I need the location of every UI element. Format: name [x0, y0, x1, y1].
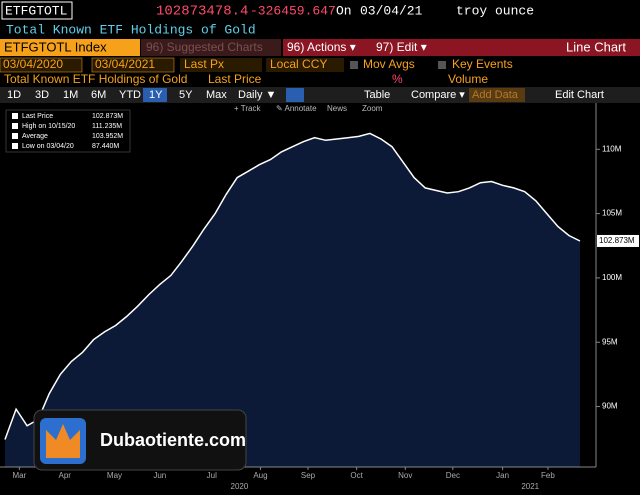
key-events[interactable]: Key Events — [452, 57, 513, 71]
add-data-box[interactable] — [469, 88, 525, 102]
legend-label: Low on 03/04/20 — [22, 143, 74, 150]
x-tick-label: Aug — [253, 471, 267, 480]
legend-label: Average — [22, 133, 48, 140]
chart-kind: Line Chart — [566, 39, 626, 54]
date: 03/04/21 — [360, 3, 423, 18]
field-box[interactable] — [180, 58, 262, 72]
end-box[interactable] — [91, 57, 175, 73]
volume: Volume — [448, 72, 488, 86]
change: -326459.647 — [250, 3, 336, 18]
tool[interactable]: ✎ Annotate — [276, 104, 317, 113]
legend-value: 111.235M — [92, 123, 122, 130]
y-tick-label: 110M — [602, 144, 622, 153]
year-label: 2020 — [231, 482, 249, 491]
x-tick-label: Jan — [496, 471, 509, 480]
y-tick-label: 100M — [602, 273, 622, 282]
currency[interactable]: Local CCY — [270, 57, 327, 71]
y-tick-label: 90M — [602, 402, 618, 411]
series-title: Total Known ETF Holdings of Gold — [4, 72, 187, 86]
watermark: Dubaotiente.com — [100, 430, 246, 450]
checkbox[interactable] — [438, 61, 446, 69]
suggested-box[interactable] — [141, 39, 281, 56]
x-tick-label: Oct — [350, 471, 363, 480]
edit-chart[interactable]: Edit Chart — [555, 89, 604, 101]
period[interactable]: 6M — [91, 89, 106, 101]
actions[interactable]: 96) Actions ▾ — [287, 40, 356, 54]
legend-swatch — [12, 123, 18, 129]
compare[interactable]: Compare ▾ — [411, 89, 465, 101]
table[interactable]: Table — [364, 89, 390, 101]
period[interactable]: 1D — [7, 89, 21, 101]
pct: % — [392, 72, 403, 86]
tool[interactable]: Zoom — [362, 104, 383, 113]
legend-label: High on 10/15/20 — [22, 123, 75, 130]
period[interactable]: 1M — [63, 89, 78, 101]
description: Total Known ETF Holdings of Gold — [6, 22, 256, 37]
unit: troy ounce — [456, 3, 534, 18]
edit[interactable]: 97) Edit ▾ — [376, 40, 427, 54]
period[interactable]: 5Y — [179, 89, 193, 101]
x-tick-label: Mar — [12, 471, 26, 480]
security-box — [0, 39, 140, 56]
start-date[interactable]: 03/04/2020 — [3, 57, 63, 71]
checkbox[interactable] — [350, 61, 358, 69]
ticker-box — [1, 1, 73, 20]
line-icon[interactable] — [286, 88, 304, 102]
y-tick-label: 105M — [602, 209, 622, 218]
period[interactable]: 1Y — [149, 89, 163, 101]
field[interactable]: Last Px — [184, 57, 224, 71]
legend-label: Last Price — [22, 113, 53, 120]
frequency[interactable]: Daily ▼ — [238, 89, 276, 101]
action-bar — [283, 39, 640, 56]
x-tick-label: Dec — [446, 471, 460, 480]
on: On — [336, 3, 352, 18]
x-tick-label: Feb — [541, 471, 555, 480]
x-tick-label: Apr — [58, 471, 71, 480]
line — [4, 132, 581, 440]
legend-value: 87.440M — [92, 143, 119, 150]
area — [5, 133, 580, 467]
ccy-box[interactable] — [266, 58, 344, 72]
last-price: Last Price — [208, 72, 262, 86]
y-tick-label: 95M — [602, 337, 618, 346]
legend-swatch — [12, 143, 18, 149]
last-label-box — [597, 234, 639, 247]
x-tick-label: Jun — [153, 471, 166, 480]
legend-value: 103.952M — [92, 133, 123, 140]
period[interactable]: 3D — [35, 89, 49, 101]
x-tick-label: Jul — [207, 471, 217, 480]
x-tick-label: Sep — [301, 471, 316, 480]
x-tick-label: Nov — [398, 471, 412, 480]
period[interactable]: Max — [206, 89, 227, 101]
watermark-box — [33, 409, 247, 471]
legend-value: 102.873M — [92, 113, 123, 120]
suggested[interactable]: 96) Suggested Charts — [146, 40, 263, 54]
period-selected — [143, 88, 167, 102]
legend-swatch — [12, 113, 18, 119]
mov-avgs[interactable]: Mov Avgs — [363, 57, 415, 71]
end-date[interactable]: 03/04/2021 — [95, 57, 155, 71]
ticker: ETFGTOTL — [5, 3, 67, 18]
security: ETFGTOTL Index — [4, 39, 107, 54]
last-label: 102.873M — [599, 236, 635, 245]
tool[interactable]: News — [327, 104, 347, 113]
watermark-logo-mark — [46, 424, 80, 458]
price: 102873478.4 — [156, 4, 248, 20]
add-data[interactable]: Add Data — [472, 89, 519, 101]
tool[interactable]: + Track — [234, 104, 261, 113]
x-tick-label: May — [107, 471, 122, 480]
period[interactable]: YTD — [119, 89, 141, 101]
legend-box — [5, 109, 131, 153]
year-label: 2021 — [521, 482, 539, 491]
start-box[interactable] — [0, 57, 83, 73]
legend-swatch — [12, 133, 18, 139]
